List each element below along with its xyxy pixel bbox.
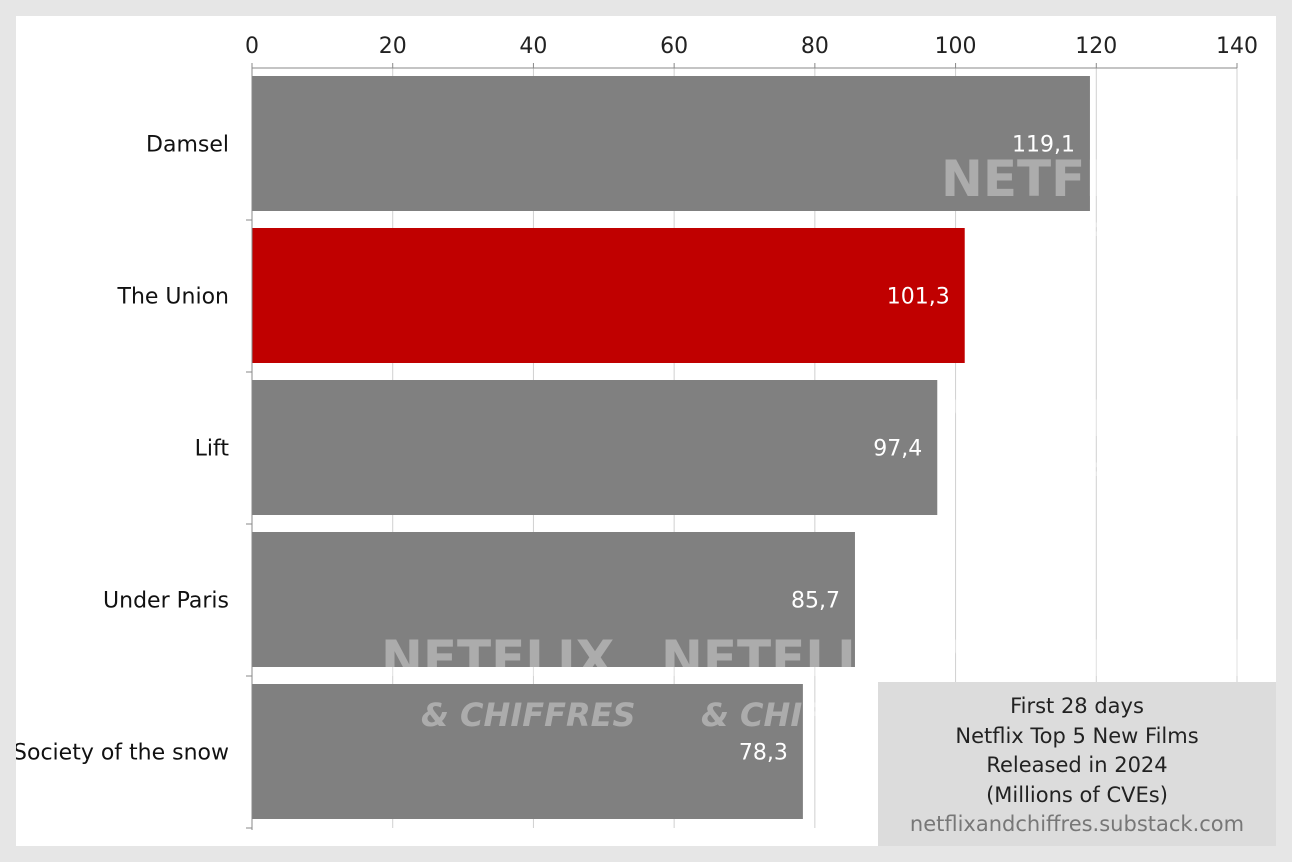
watermark-text: & CHIFFRES [981, 216, 1195, 254]
x-tick-label: 60 [660, 34, 688, 59]
source-link[interactable]: netflixandchiffres.substack.com [909, 812, 1245, 836]
bars [252, 76, 1090, 819]
x-tick-label: 100 [935, 34, 977, 59]
x-tick-label: 40 [519, 34, 547, 59]
watermark-text: NETFLIX [661, 630, 894, 688]
watermark-text: NETFLIX [941, 150, 1174, 208]
watermark-text: NETFLIX [941, 630, 1174, 688]
watermark-text: NETFLIX [1224, 630, 1276, 688]
chart-caption-box: First 28 days Netflix Top 5 New Films Re… [878, 682, 1276, 846]
caption-line: (Millions of CVEs) [986, 782, 1168, 807]
watermark-text: & CHIFFRES [1264, 216, 1276, 254]
data-label: 119,1 [1012, 133, 1075, 158]
watermark-text: NETFLIX [381, 630, 614, 688]
x-tick-label: 80 [801, 34, 829, 59]
bar [252, 684, 803, 819]
caption-line: Netflix Top 5 New Films [955, 723, 1199, 748]
watermark-text: & CHIFFRES [1264, 456, 1276, 494]
bar [252, 380, 938, 515]
x-tick-label: 120 [1075, 34, 1117, 59]
watermark-text: & CHIFFRES [981, 456, 1195, 494]
watermark-text: NETFLIX [1224, 390, 1276, 448]
bar-chart: NETFLIX & CHIFFRES NETFLIX & CHIFFRES NETFLI… [16, 34, 1276, 830]
category-label: Damsel [146, 133, 229, 158]
caption-line: First 28 days [1010, 694, 1144, 718]
bar [252, 532, 855, 667]
data-label: 97,4 [873, 437, 922, 462]
data-labels: 119,1 101,3 97,4 85,7 78,3 [739, 133, 1075, 766]
category-label: Lift [195, 437, 230, 462]
category-label: Under Paris [103, 589, 229, 614]
x-tick-label: 140 [1216, 34, 1258, 59]
x-axis: 0 20 40 60 80 100 120 140 [245, 34, 1258, 830]
caption-line: Released in 2024 [986, 753, 1168, 777]
data-label: 78,3 [739, 741, 788, 766]
x-tick-label: 0 [245, 34, 259, 59]
category-labels: Damsel The Union Lift Under Paris Society of… [16, 133, 229, 766]
watermark-text: NETFLIX [1224, 150, 1276, 208]
data-label: 85,7 [791, 589, 840, 614]
watermark-text: & CHIFFRES [421, 696, 635, 734]
category-label: The Union [117, 285, 229, 310]
x-tick-label: 20 [379, 34, 407, 59]
chart-page: NETFLIX & CHIFFRES NETFLIX & CHIFFRES NETFLI… [16, 16, 1276, 846]
watermark-text: NETFLIX [941, 390, 1174, 448]
category-label: Society of the snow [16, 741, 229, 766]
data-label: 101,3 [887, 285, 950, 310]
bar [252, 76, 1090, 211]
bar [252, 228, 965, 363]
